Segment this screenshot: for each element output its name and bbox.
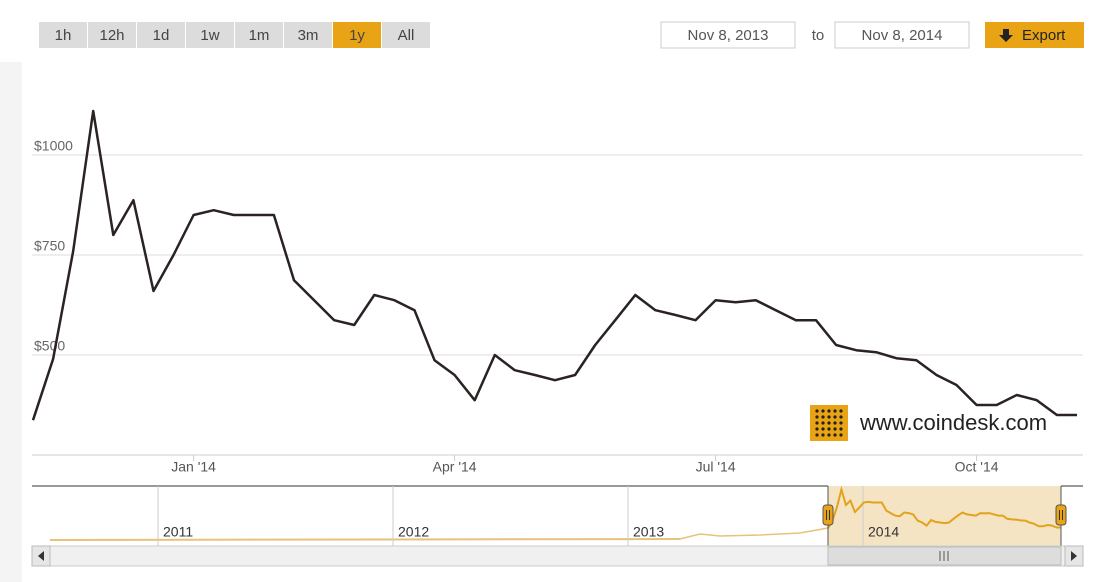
logo-dots bbox=[815, 409, 843, 437]
to-label: to bbox=[812, 27, 825, 44]
price-line bbox=[31, 109, 1077, 421]
range-button[interactable] bbox=[382, 22, 430, 48]
navigator-label: 2014 bbox=[868, 524, 899, 540]
plot: $500 $750 $1000 Jan '14 Apr '14 Jul '14 Oct '1… bbox=[31, 109, 1083, 475]
logo-dot bbox=[821, 409, 825, 413]
logo-dot bbox=[827, 427, 831, 431]
export-text: Export bbox=[1022, 27, 1066, 44]
navigator-handle[interactable] bbox=[1055, 504, 1067, 526]
range-button-text: 1y bbox=[349, 27, 365, 44]
range-button[interactable] bbox=[88, 22, 136, 48]
logo-dot bbox=[827, 421, 831, 425]
navigator-label: 2013 bbox=[633, 524, 664, 540]
logo-dot bbox=[839, 421, 843, 425]
scroll-right-arrow bbox=[1071, 551, 1077, 561]
logo-dot bbox=[827, 415, 831, 419]
logo-dot bbox=[833, 409, 837, 413]
logo-dot bbox=[833, 421, 837, 425]
logo-dot bbox=[833, 427, 837, 431]
logo-dot bbox=[839, 427, 843, 431]
logo-dot bbox=[839, 433, 843, 437]
navigator-label: 2012 bbox=[398, 524, 429, 540]
range-button[interactable] bbox=[235, 22, 283, 48]
logo-dot bbox=[839, 409, 843, 413]
x-tick-label: Apr '14 bbox=[433, 459, 477, 475]
thumb-grip bbox=[939, 551, 949, 561]
range-button-text: 3m bbox=[298, 27, 319, 44]
range-button-text: 1h bbox=[55, 27, 72, 44]
x-tick-label: Jan '14 bbox=[171, 459, 216, 475]
range-button[interactable] bbox=[186, 22, 234, 48]
logo-dot bbox=[821, 433, 825, 437]
x-tick-label: Oct '14 bbox=[955, 459, 999, 475]
range-button-text: 1w bbox=[200, 27, 219, 44]
navigator-history bbox=[679, 527, 829, 540]
logo-dot bbox=[815, 433, 819, 437]
navigator-handle[interactable] bbox=[822, 504, 834, 526]
range-button[interactable] bbox=[284, 22, 332, 48]
navigator-label: 2011 bbox=[163, 524, 193, 540]
y-tick-label: $750 bbox=[34, 238, 65, 254]
logo-dot bbox=[821, 415, 825, 419]
range-button[interactable] bbox=[39, 22, 87, 48]
navigator-history bbox=[49, 538, 681, 541]
range-button[interactable] bbox=[137, 22, 185, 48]
logo-dot bbox=[827, 409, 831, 413]
x-tick-label: Jul '14 bbox=[696, 459, 736, 475]
logo-dot bbox=[821, 427, 825, 431]
logo-dot bbox=[815, 427, 819, 431]
y-tick-label: $1000 bbox=[34, 138, 73, 154]
logo-dot bbox=[839, 415, 843, 419]
logo-dot bbox=[833, 415, 837, 419]
toolbar-buttons: 1h 12h 1d 1w 1m 3m 1y All bbox=[39, 22, 430, 48]
range-button[interactable] bbox=[333, 22, 381, 48]
logo-dot bbox=[815, 415, 819, 419]
navigator-line bbox=[827, 485, 1061, 529]
range-button-text: 12h bbox=[99, 27, 124, 44]
logo-dot bbox=[815, 409, 819, 413]
y-tick-label: $500 bbox=[34, 338, 65, 354]
navigator-selection[interactable] bbox=[828, 486, 1061, 546]
to-date-text: Nov 8, 2014 bbox=[862, 27, 943, 44]
range-button-text: 1m bbox=[249, 27, 270, 44]
logo-dot bbox=[827, 433, 831, 437]
logo-dot bbox=[821, 421, 825, 425]
logo-dot bbox=[815, 421, 819, 425]
range-button-text: 1d bbox=[153, 27, 170, 44]
handle-grip bbox=[826, 510, 830, 520]
handle-grip bbox=[1059, 510, 1063, 520]
range-button-text: All bbox=[398, 27, 415, 44]
scroll-left-arrow bbox=[38, 551, 44, 561]
from-date[interactable] bbox=[660, 21, 796, 49]
watermark: www.coindesk.com bbox=[859, 410, 1047, 435]
to-date[interactable] bbox=[834, 21, 970, 49]
from-date-text: Nov 8, 2013 bbox=[688, 27, 769, 44]
navigator: 2011 2012 2013 2014 bbox=[32, 485, 1083, 546]
logo-dot bbox=[833, 433, 837, 437]
export-icon bbox=[999, 29, 1013, 42]
